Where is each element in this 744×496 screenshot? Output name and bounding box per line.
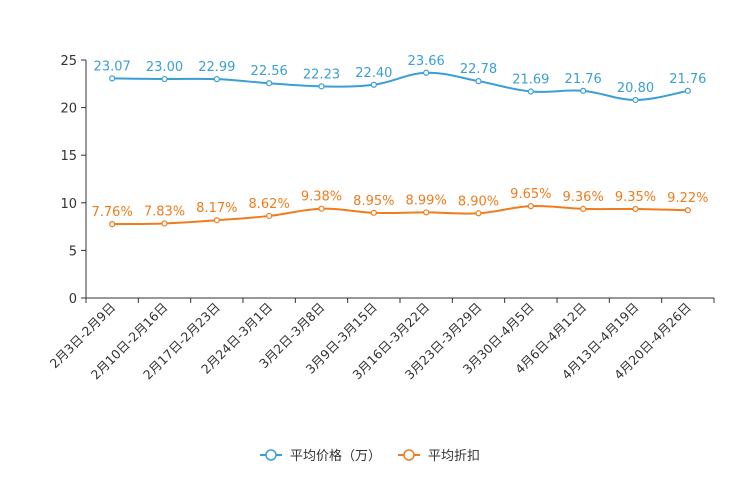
data-point[interactable] — [632, 205, 639, 213]
data-label: 20.80 — [617, 81, 654, 96]
data-point[interactable] — [684, 207, 691, 214]
data-point[interactable] — [527, 88, 534, 95]
data-label: 8.17% — [196, 201, 237, 216]
data-label: 23.00 — [146, 60, 183, 75]
data-point[interactable] — [318, 83, 325, 90]
data-label: 21.76 — [565, 72, 602, 87]
data-point[interactable] — [266, 80, 273, 87]
y-tick-label: 0 — [69, 292, 77, 307]
data-point[interactable] — [580, 87, 587, 94]
data-label: 22.99 — [198, 60, 235, 75]
data-label: 22.40 — [355, 66, 392, 81]
data-point[interactable] — [632, 96, 639, 104]
y-tick-label: 20 — [60, 102, 77, 117]
legend-label: 平均折扣 — [428, 449, 480, 464]
legend-item-2[interactable]: 平均折扣 — [398, 449, 480, 464]
data-point[interactable] — [161, 75, 168, 83]
data-point[interactable] — [161, 220, 168, 227]
data-point[interactable] — [527, 203, 534, 210]
y-tick-label: 25 — [60, 54, 77, 69]
data-point[interactable] — [370, 81, 377, 88]
legend-item-1[interactable]: 平均价格（万） — [260, 448, 381, 464]
data-point[interactable] — [684, 87, 691, 94]
legend-marker-icon — [403, 449, 415, 461]
data-point[interactable] — [266, 212, 273, 220]
series-line-1 — [112, 71, 689, 101]
data-point[interactable] — [580, 205, 587, 212]
y-tick-label: 5 — [69, 244, 77, 259]
series-line-2 — [112, 205, 688, 226]
data-label: 9.35% — [615, 190, 656, 205]
y-tick-label: 15 — [60, 149, 77, 164]
data-point[interactable] — [423, 209, 430, 216]
data-label: 9.22% — [667, 191, 708, 206]
data-label: 9.65% — [510, 187, 551, 202]
data-label: 23.66 — [408, 54, 445, 69]
data-point[interactable] — [213, 76, 220, 83]
legend[interactable]: 平均价格（万） 平均折扣 — [260, 448, 480, 464]
data-point[interactable] — [370, 209, 377, 216]
data-point[interactable] — [475, 210, 482, 217]
data-label: 9.38% — [301, 190, 342, 205]
series-labels: 23.07 23.00 22.99 22.56 22.23 22.40 23.66 22.78… — [92, 54, 709, 220]
y-tick-label: 10 — [60, 197, 77, 212]
data-point[interactable] — [213, 217, 220, 224]
data-point[interactable] — [475, 78, 482, 85]
data-label: 22.56 — [251, 64, 288, 79]
data-label: 8.95% — [353, 194, 394, 209]
data-label: 23.07 — [94, 59, 131, 74]
data-label: 9.36% — [563, 190, 604, 205]
series-lines — [109, 69, 691, 228]
data-label: 8.62% — [249, 197, 290, 212]
data-point[interactable] — [109, 221, 116, 228]
data-point[interactable] — [109, 75, 116, 82]
legend-label: 平均价格（万） — [290, 448, 381, 464]
legend-marker-icon — [265, 449, 277, 461]
data-label: 7.76% — [92, 205, 133, 220]
data-label: 8.99% — [406, 193, 447, 208]
data-label: 21.69 — [512, 73, 549, 88]
data-label: 7.83% — [144, 204, 185, 219]
data-label: 22.78 — [460, 62, 497, 77]
data-point[interactable] — [423, 69, 430, 76]
data-label: 22.23 — [303, 67, 340, 82]
data-label: 8.90% — [458, 194, 499, 209]
data-label: 21.76 — [669, 72, 706, 87]
data-point[interactable] — [318, 205, 325, 212]
